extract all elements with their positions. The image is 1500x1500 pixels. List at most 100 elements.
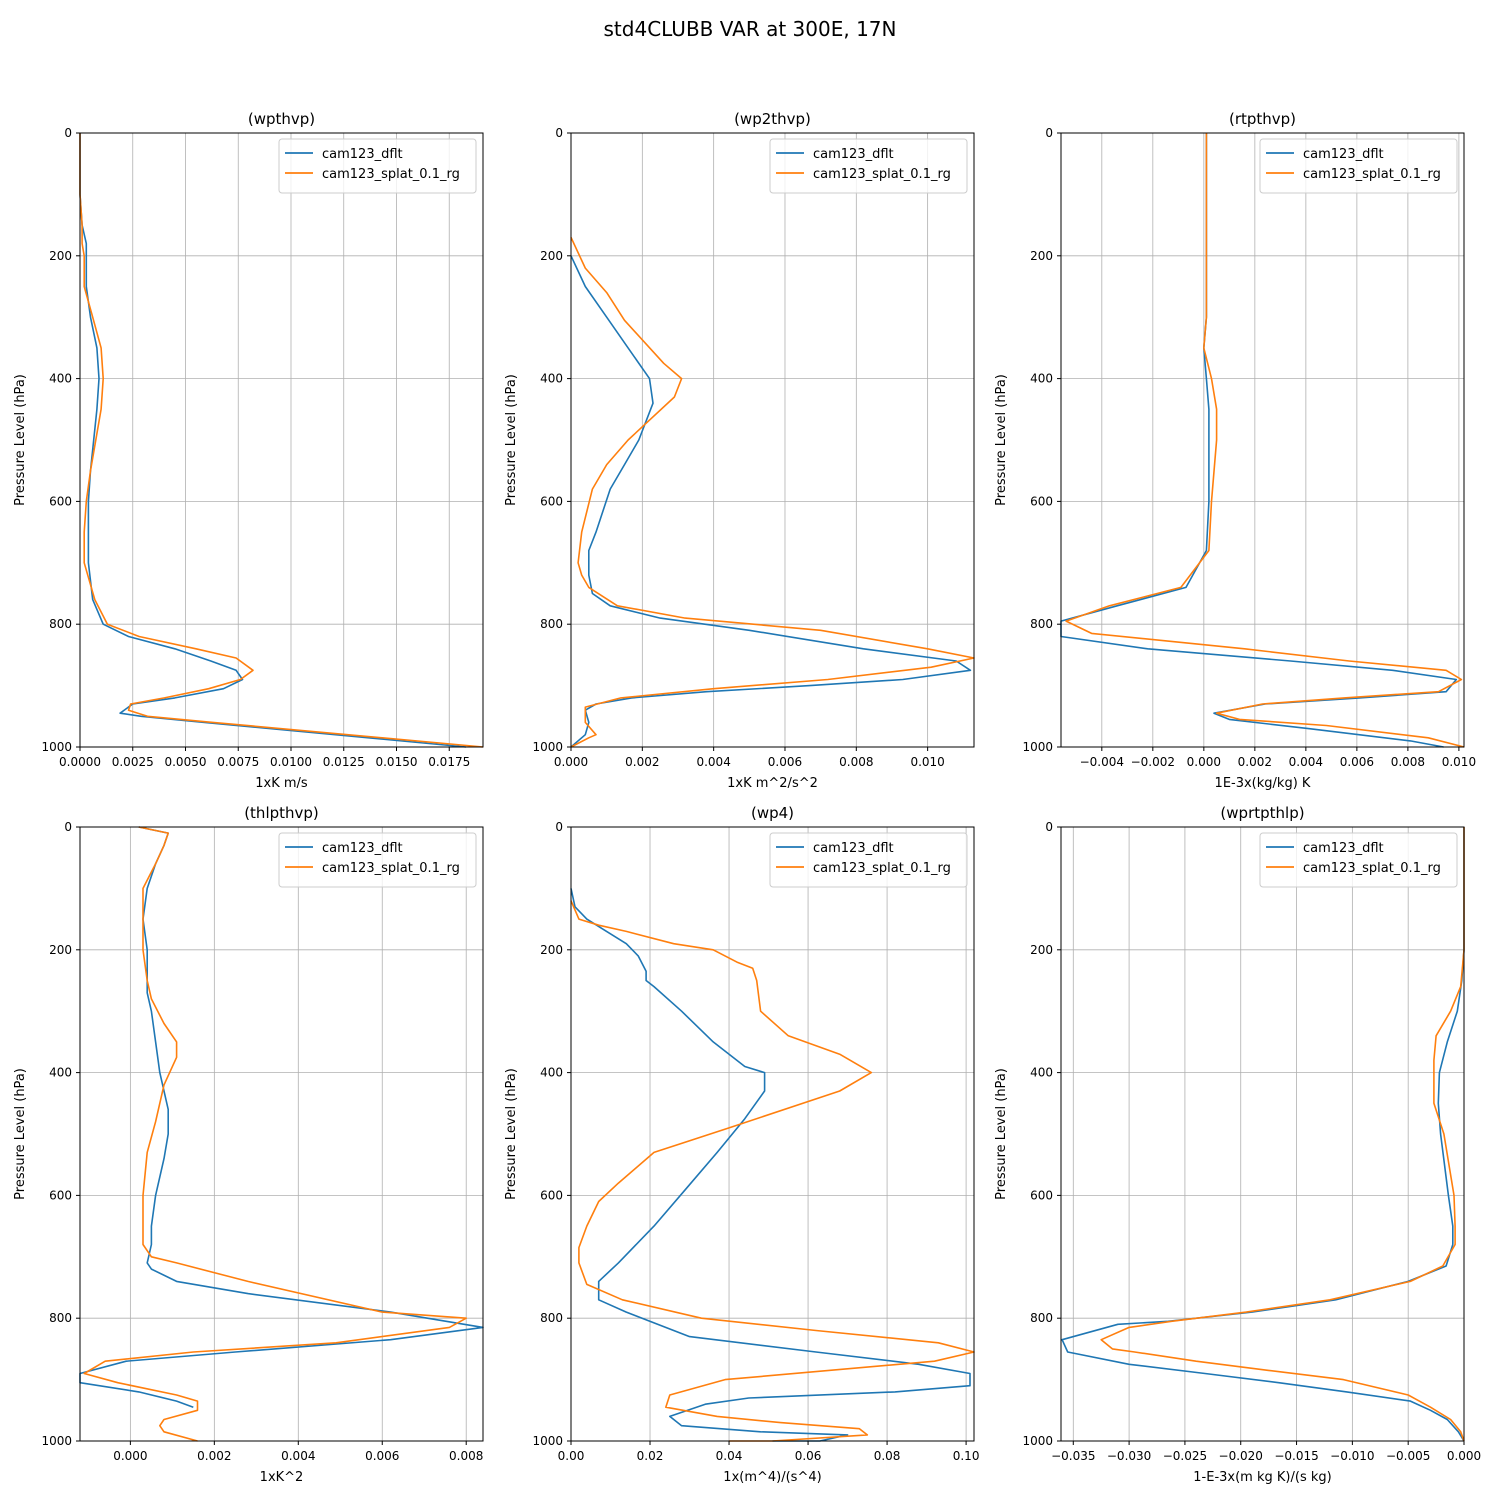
subplot-2: 0.000 0.002 0.004 0.006 0.008 0.010 0 200 400 600… xyxy=(504,110,975,791)
x-tick-label: 0.010 xyxy=(1442,755,1476,769)
y-tick-label: 800 xyxy=(1030,1311,1053,1325)
y-tick-label: 0 xyxy=(1045,126,1053,140)
series-line-1 xyxy=(570,888,971,1442)
y-tick-label: 400 xyxy=(1030,372,1053,386)
x-axis-label: 1xK^2 xyxy=(260,1470,304,1485)
y-axis-label: Pressure Level (hPa) xyxy=(13,1068,28,1200)
y-tick-label: 200 xyxy=(1030,249,1053,263)
x-axis-label: 1xK m^2/s^2 xyxy=(727,776,818,791)
series-line-1 xyxy=(570,255,972,748)
x-tick-label: −0.035 xyxy=(1051,1449,1095,1463)
y-tick-label: 1000 xyxy=(532,1434,563,1448)
y-tick-label: 1000 xyxy=(41,1434,72,1448)
x-tick-label: 0.10 xyxy=(953,1449,980,1463)
y-tick-label: 0 xyxy=(555,820,563,834)
x-tick-label: 0.06 xyxy=(795,1449,822,1463)
axes-frame xyxy=(570,826,975,1442)
x-tick-label: 0.0000 xyxy=(59,755,101,769)
x-tick-label: 0.000 xyxy=(113,1449,147,1463)
legend: cam123_dflt cam123_splat_0.1_rg xyxy=(278,138,477,194)
y-tick-label: 600 xyxy=(1030,1188,1053,1202)
y-axis-label: Pressure Level (hPa) xyxy=(504,1068,519,1200)
axes-frame xyxy=(570,132,975,748)
legend-label: cam123_dflt xyxy=(322,147,403,162)
x-tick-label: 0.0125 xyxy=(323,755,365,769)
y-axis-label: Pressure Level (hPa) xyxy=(13,374,28,506)
x-tick-label: −0.020 xyxy=(1219,1449,1263,1463)
y-axis-label: Pressure Level (hPa) xyxy=(504,374,519,506)
y-tick-label: 800 xyxy=(49,1311,72,1325)
legend-box xyxy=(278,832,477,888)
x-tick-label: 0.002 xyxy=(1238,755,1272,769)
series-line-1 xyxy=(1060,133,1458,748)
x-tick-label: 0.0150 xyxy=(375,755,417,769)
subplot-1: 0.0000 0.0025 0.0050 0.0075 0.0100 0.0125 0.01… xyxy=(13,110,484,791)
x-tick-label: 0.000 xyxy=(1187,755,1221,769)
subplot-title: (wp4) xyxy=(751,804,794,822)
x-tick-label: 0.000 xyxy=(554,755,588,769)
legend-label: cam123_dflt xyxy=(1303,147,1384,162)
x-tick-label: 0.004 xyxy=(1289,755,1323,769)
x-tick-label: −0.004 xyxy=(1080,755,1124,769)
x-tick-label: −0.025 xyxy=(1163,1449,1207,1463)
y-tick-label: 0 xyxy=(555,126,563,140)
subplot-4: 0.000 0.002 0.004 0.006 0.008 0 200 400 600 800 10… xyxy=(13,804,484,1485)
y-tick-label: 400 xyxy=(49,372,72,386)
y-tick-label: 200 xyxy=(1030,943,1053,957)
legend: cam123_dflt cam123_splat_0.1_rg xyxy=(769,138,968,194)
series-line-1 xyxy=(1061,827,1465,1442)
y-tick-label: 1000 xyxy=(1022,1434,1053,1448)
subplot-title: (wprtpthlp) xyxy=(1220,804,1304,822)
y-axis-label: Pressure Level (hPa) xyxy=(994,1068,1009,1200)
x-axis-label: 1xK m/s xyxy=(255,776,308,791)
x-tick-label: 0.00 xyxy=(558,1449,585,1463)
legend-box xyxy=(278,138,477,194)
x-axis-label: 1x(m^4)/(s^4) xyxy=(723,1470,821,1485)
series-line-1 xyxy=(79,826,484,1408)
y-tick-label: 200 xyxy=(540,943,563,957)
subplot-title: (wp2thvp) xyxy=(734,110,811,128)
series-line-1 xyxy=(79,133,467,748)
x-tick-label: −0.005 xyxy=(1386,1449,1430,1463)
subplot-5: 0.00 0.02 0.04 0.06 0.08 0.10 0 200 400 600 800 100… xyxy=(504,804,979,1485)
series-line-2 xyxy=(83,826,468,1442)
x-tick-label: 0.010 xyxy=(910,755,944,769)
legend-label: cam123_dflt xyxy=(1303,841,1384,856)
x-tick-label: 0.0050 xyxy=(164,755,206,769)
y-tick-label: 0 xyxy=(64,820,72,834)
legend-label: cam123_splat_0.1_rg xyxy=(322,167,460,182)
subplot-3: −0.004 −0.002 0.000 0.002 0.004 0.006 0.008 0.0… xyxy=(994,110,1476,791)
y-tick-label: 800 xyxy=(1030,617,1053,631)
x-tick-label: 0.04 xyxy=(716,1449,743,1463)
x-tick-label: −0.010 xyxy=(1330,1449,1374,1463)
y-tick-label: 400 xyxy=(49,1066,72,1080)
x-tick-label: 0.008 xyxy=(449,1449,483,1463)
legend-label: cam123_dflt xyxy=(813,841,894,856)
axes-frame xyxy=(79,132,484,748)
x-axis-label: 1-E-3x(m kg K)/(s kg) xyxy=(1193,1470,1331,1485)
y-tick-label: 800 xyxy=(540,1311,563,1325)
axes-frame xyxy=(1060,132,1465,748)
subplot-title: (thlpthvp) xyxy=(244,804,319,822)
y-tick-label: 0 xyxy=(64,126,72,140)
legend-label: cam123_splat_0.1_rg xyxy=(813,167,951,182)
y-tick-label: 1000 xyxy=(1022,740,1053,754)
y-tick-label: 400 xyxy=(540,372,563,386)
x-tick-label: 0.0075 xyxy=(217,755,259,769)
series-line-2 xyxy=(79,133,484,748)
legend-box xyxy=(1259,138,1458,194)
x-tick-label: 0.006 xyxy=(768,755,802,769)
subplot-6: −0.035 −0.030 −0.025 −0.020 −0.015 −0.010 −0.0… xyxy=(994,804,1481,1485)
x-tick-label: 0.02 xyxy=(637,1449,664,1463)
x-tick-label: 0.004 xyxy=(281,1449,315,1463)
x-axis-label: 1E-3x(kg/kg) K xyxy=(1215,776,1311,791)
axes-frame xyxy=(79,826,484,1442)
x-tick-label: 0.008 xyxy=(1391,755,1425,769)
series-line-2 xyxy=(1065,133,1465,748)
x-tick-label: 0.000 xyxy=(1447,1449,1481,1463)
y-tick-label: 800 xyxy=(49,617,72,631)
legend-label: cam123_splat_0.1_rg xyxy=(322,861,460,876)
x-tick-label: 0.0100 xyxy=(270,755,312,769)
y-tick-label: 400 xyxy=(1030,1066,1053,1080)
